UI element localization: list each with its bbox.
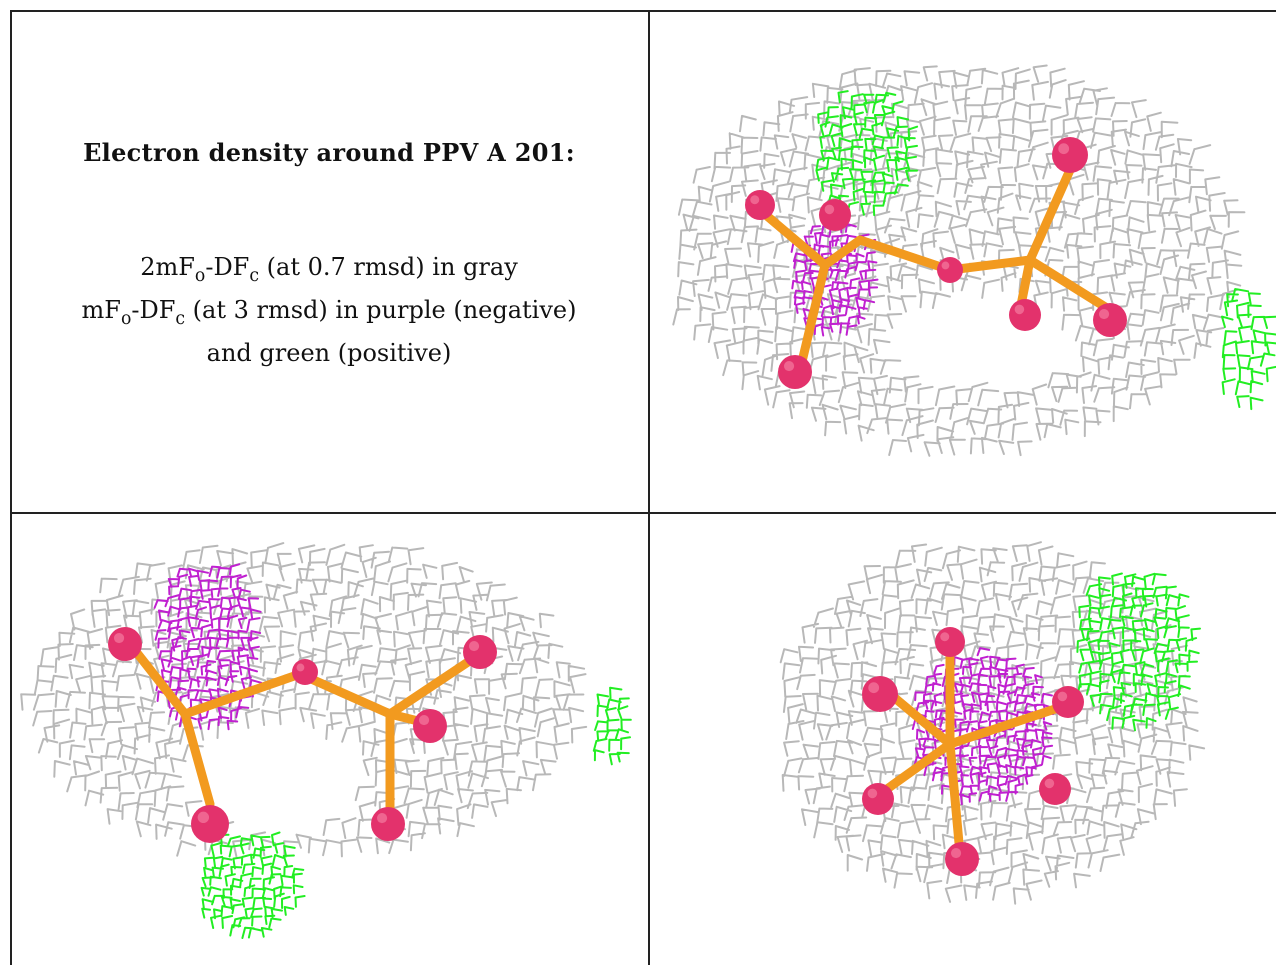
column-divider	[648, 10, 650, 965]
atom-1d	[1009, 299, 1041, 331]
bond-3a	[885, 689, 955, 749]
bond-1g	[795, 260, 830, 375]
atom-3f	[1039, 773, 1071, 805]
atom-2e	[413, 709, 447, 743]
density-view-2	[10, 514, 648, 965]
atom-2a	[108, 627, 142, 661]
caption-line1-mid: -DF	[205, 253, 250, 281]
caption-line2-suffix: (at 3 rmsd) in purple (negative)	[185, 295, 577, 324]
caption-title: Electron density around PPV A 201:	[83, 138, 575, 167]
density-view-3	[650, 514, 1276, 965]
caption-line-2fofc: 2mFo-DFc (at 0.7 rmsd) in gray	[10, 250, 648, 293]
mesh-positive-1	[815, 90, 919, 217]
density-render-2	[20, 542, 632, 939]
bond-1b	[855, 235, 955, 275]
bond-2d	[295, 669, 395, 719]
caption-line1-suffix: (at 0.7 rmsd) in gray	[259, 253, 518, 281]
mesh-positive-1b	[1221, 288, 1276, 411]
mesh-positive-3	[1076, 572, 1201, 732]
density-render-3	[779, 541, 1206, 905]
atom-3e	[935, 627, 965, 657]
caption-line1-sub1: o	[194, 265, 206, 286]
caption-body: 2mFo-DFc (at 0.7 rmsd) in gray mFo-DFc (…	[10, 250, 648, 370]
bond-2b	[180, 709, 215, 809]
row-divider	[10, 512, 1276, 514]
caption-cell: Electron density around PPV A 201: 2mFo-…	[10, 10, 648, 512]
atom-2c	[292, 659, 318, 685]
atom-1a	[937, 257, 963, 283]
mesh-2fofc-1	[672, 64, 1246, 457]
density-render-1	[672, 64, 1276, 457]
bond-1d	[1025, 165, 1075, 265]
caption-line1-sub2: c	[249, 265, 260, 286]
atom-1b	[1052, 137, 1088, 173]
bond-2e	[385, 649, 485, 719]
caption-line1-prefix: 2mF	[140, 253, 195, 281]
atom-2d	[463, 635, 497, 669]
density-view-1	[650, 10, 1276, 512]
caption-line-colors: and green (positive)	[206, 338, 452, 367]
bond-3d	[875, 739, 955, 799]
bond-1a	[820, 235, 865, 270]
bond-1h	[755, 205, 830, 270]
mesh-positive-2	[200, 831, 306, 939]
caption-line-fofc: mFo-DFc (at 3 rmsd) in purple (negative)	[10, 293, 648, 336]
mesh-positive-2b	[592, 686, 632, 766]
atom-1e	[778, 355, 812, 389]
atom-1c	[1093, 303, 1127, 337]
figure-frame: Electron density around PPV A 201: 2mFo-…	[10, 10, 1276, 965]
figure-border	[10, 10, 1276, 965]
caption-line2-sub2: c	[175, 308, 186, 329]
atom-1g	[745, 190, 775, 220]
atom-2b	[191, 805, 229, 843]
bond-2c	[180, 669, 305, 719]
caption-line2-sub1: o	[120, 308, 132, 329]
bond-3c	[945, 739, 965, 859]
caption-line2-prefix: mF	[81, 295, 121, 324]
bond-1c	[945, 255, 1035, 275]
atom-3d	[862, 783, 894, 815]
atom-2f	[371, 807, 405, 841]
atom-3a	[862, 676, 898, 712]
bond-3b	[945, 699, 1075, 749]
mesh-2fofc-2	[20, 542, 588, 858]
atom-3c	[945, 842, 979, 876]
bond-2a	[125, 639, 190, 719]
atom-3b	[1052, 686, 1084, 718]
caption-line2-mid: -DF	[131, 295, 176, 324]
bond-1e	[1025, 255, 1115, 315]
atom-1f	[819, 199, 851, 231]
